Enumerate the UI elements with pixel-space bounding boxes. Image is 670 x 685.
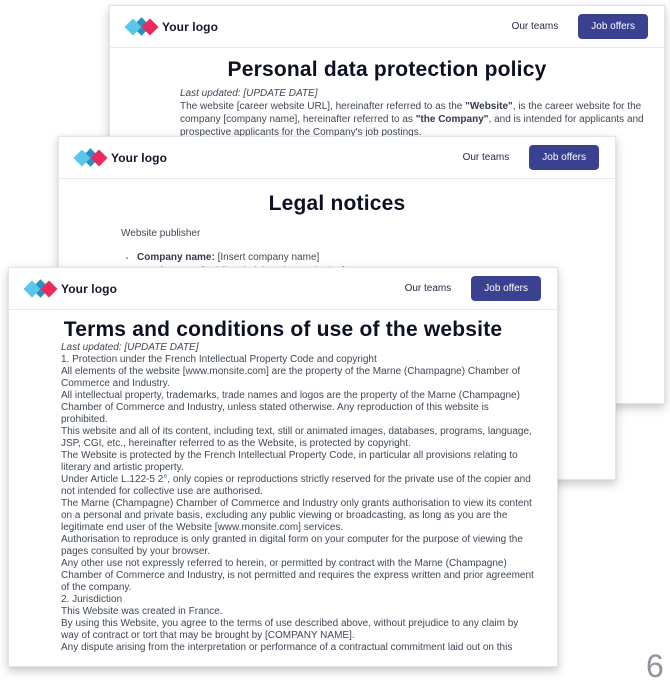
policy-paragraph-line: prospective applicants for the Company's… bbox=[180, 127, 422, 138]
job-offers-button[interactable]: Job offers bbox=[471, 276, 541, 301]
site-header: Your logo Our teams Job offers bbox=[59, 137, 615, 179]
our-teams-link[interactable]: Our teams bbox=[511, 21, 559, 32]
site-header: Your logo Our teams Job offers bbox=[110, 6, 664, 48]
logo-text: Your logo bbox=[61, 281, 118, 296]
logo[interactable]: Your logo bbox=[73, 147, 168, 169]
page-title: Personal data protection policy bbox=[227, 58, 547, 81]
logo-icon bbox=[124, 16, 159, 38]
last-updated-line: Last updated: [UPDATE DATE] bbox=[61, 342, 199, 353]
header-nav: Our teams Job offers bbox=[512, 14, 648, 39]
policy-paragraph-line: company [company name], hereinafter refe… bbox=[180, 114, 644, 125]
logo-text: Your logo bbox=[162, 19, 219, 34]
website-publisher-label: Website publisher bbox=[121, 228, 201, 239]
header-nav: Our teams Job offers bbox=[405, 276, 541, 301]
terms-text: 1. Protection under the French Intellect… bbox=[61, 354, 534, 653]
job-offers-button[interactable]: Job offers bbox=[529, 145, 599, 170]
job-offers-button[interactable]: Job offers bbox=[578, 14, 648, 39]
header-nav: Our teams Job offers bbox=[463, 145, 599, 170]
policy-paragraph-line: The website [career website URL], herein… bbox=[180, 101, 642, 112]
logo[interactable]: Your logo bbox=[23, 278, 118, 300]
logo[interactable]: Your logo bbox=[124, 16, 219, 38]
card-terms-and-conditions: Your logo Our teams Job offers Terms and… bbox=[8, 267, 558, 667]
logo-text: Your logo bbox=[111, 150, 168, 165]
page-title: Legal notices bbox=[268, 192, 406, 215]
logo-icon bbox=[73, 147, 108, 169]
logo-icon bbox=[23, 278, 58, 300]
page-title: Terms and conditions of use of the websi… bbox=[63, 318, 503, 341]
our-teams-link[interactable]: Our teams bbox=[404, 283, 452, 294]
list-item: Company name: [Insert company name] bbox=[137, 251, 595, 264]
our-teams-link[interactable]: Our teams bbox=[462, 152, 510, 163]
site-header: Your logo Our teams Job offers bbox=[9, 268, 557, 310]
background-page-number: 6 bbox=[646, 648, 664, 684]
policy-body: Last updated: [UPDATE DATE] The website … bbox=[110, 81, 664, 139]
terms-body: Last updated: [UPDATE DATE] 1. Protectio… bbox=[9, 340, 557, 654]
last-updated-line: Last updated: [UPDATE DATE] bbox=[180, 88, 318, 99]
